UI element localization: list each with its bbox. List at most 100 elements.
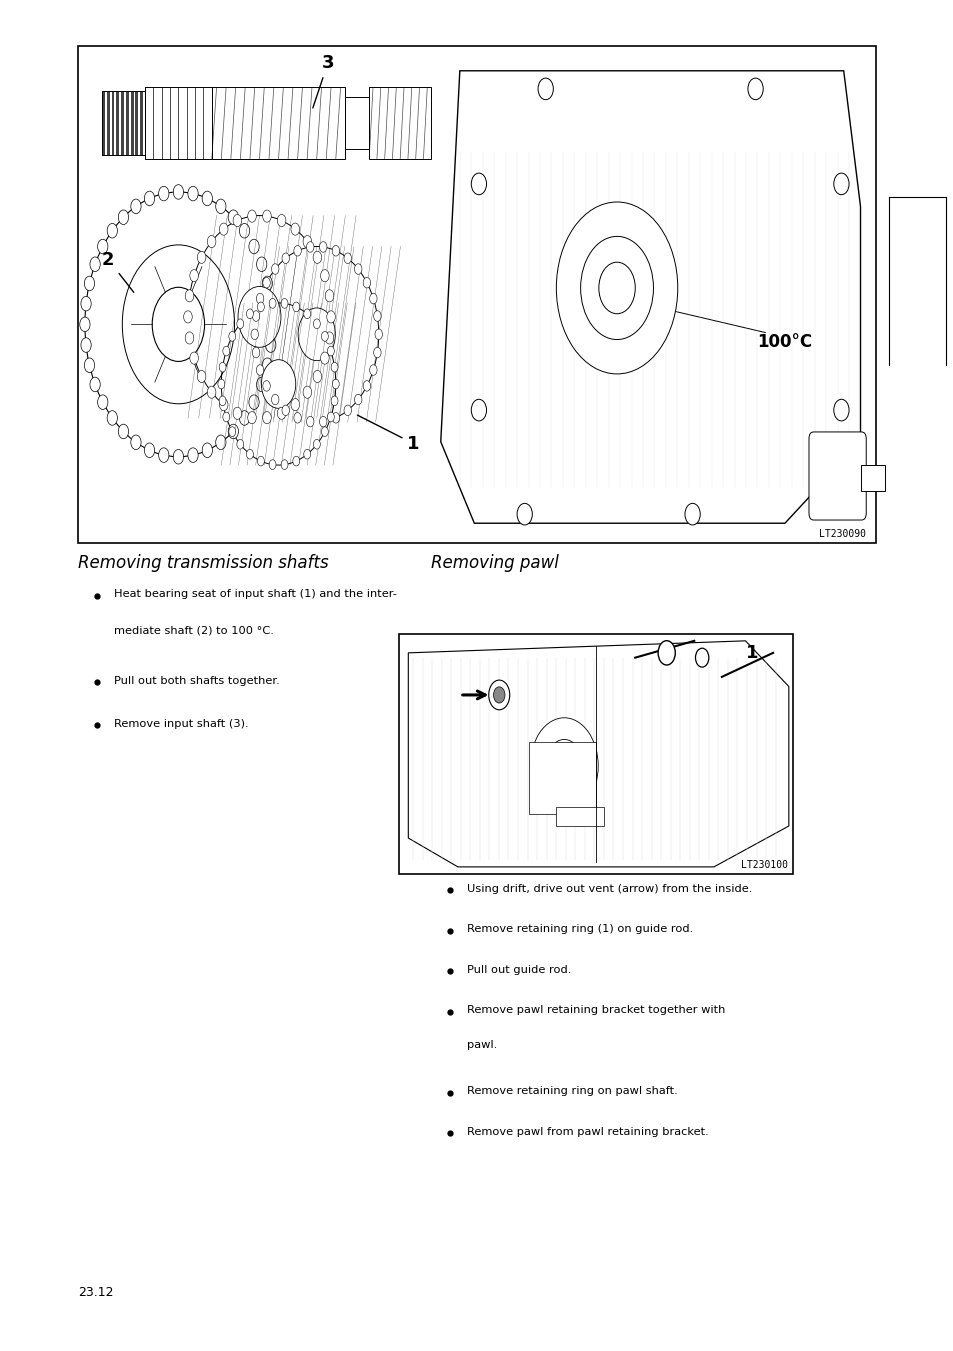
Bar bbox=[140, 91, 143, 155]
Circle shape bbox=[249, 394, 259, 409]
Circle shape bbox=[297, 308, 335, 361]
Circle shape bbox=[173, 450, 183, 463]
Text: Remove pawl retaining bracket together with: Remove pawl retaining bracket together w… bbox=[467, 1005, 725, 1015]
Bar bbox=[212, 88, 345, 158]
Circle shape bbox=[493, 686, 504, 703]
Circle shape bbox=[229, 331, 235, 342]
Circle shape bbox=[188, 216, 331, 419]
Circle shape bbox=[331, 362, 337, 372]
Circle shape bbox=[85, 192, 272, 457]
Circle shape bbox=[263, 277, 270, 288]
Circle shape bbox=[369, 365, 376, 376]
Circle shape bbox=[90, 257, 100, 272]
Circle shape bbox=[332, 412, 339, 423]
Circle shape bbox=[84, 358, 94, 373]
Circle shape bbox=[261, 359, 295, 408]
Bar bbox=[102, 91, 145, 155]
Circle shape bbox=[303, 386, 312, 399]
Circle shape bbox=[249, 239, 259, 254]
Circle shape bbox=[314, 439, 320, 449]
Bar bbox=[126, 91, 129, 155]
Bar bbox=[102, 91, 105, 155]
Circle shape bbox=[190, 270, 198, 282]
Circle shape bbox=[327, 412, 334, 422]
Circle shape bbox=[246, 450, 253, 459]
Circle shape bbox=[291, 399, 299, 411]
Circle shape bbox=[257, 303, 264, 312]
Circle shape bbox=[223, 346, 230, 355]
Circle shape bbox=[321, 427, 328, 436]
Circle shape bbox=[658, 640, 675, 665]
Circle shape bbox=[281, 459, 288, 470]
Circle shape bbox=[219, 399, 228, 411]
Circle shape bbox=[355, 394, 361, 405]
Circle shape bbox=[263, 381, 270, 392]
Circle shape bbox=[246, 309, 253, 319]
Circle shape bbox=[256, 377, 267, 392]
Circle shape bbox=[517, 504, 532, 526]
Circle shape bbox=[158, 186, 169, 201]
Circle shape bbox=[97, 239, 108, 254]
Circle shape bbox=[228, 209, 238, 224]
Circle shape bbox=[97, 394, 108, 409]
Circle shape bbox=[173, 185, 183, 199]
Circle shape bbox=[331, 396, 337, 405]
Bar bbox=[107, 91, 110, 155]
Circle shape bbox=[265, 296, 275, 311]
Circle shape bbox=[257, 457, 264, 466]
Text: pawl.: pawl. bbox=[467, 1040, 497, 1050]
Circle shape bbox=[233, 407, 241, 419]
Circle shape bbox=[215, 435, 226, 450]
Circle shape bbox=[277, 215, 286, 227]
Circle shape bbox=[236, 439, 243, 449]
Circle shape bbox=[269, 299, 275, 308]
Circle shape bbox=[291, 223, 299, 235]
Bar bbox=[398, 634, 792, 874]
Circle shape bbox=[256, 257, 267, 272]
Circle shape bbox=[256, 293, 264, 304]
Circle shape bbox=[219, 223, 228, 235]
Circle shape bbox=[256, 365, 264, 376]
Circle shape bbox=[355, 263, 361, 274]
Circle shape bbox=[319, 242, 327, 253]
Circle shape bbox=[363, 277, 370, 288]
Text: Heat bearing seat of input shaft (1) and the inter-: Heat bearing seat of input shaft (1) and… bbox=[114, 589, 397, 598]
Circle shape bbox=[545, 739, 582, 792]
Circle shape bbox=[293, 303, 299, 312]
Circle shape bbox=[267, 317, 276, 331]
Circle shape bbox=[219, 396, 226, 405]
Text: Remove retaining ring on pawl shaft.: Remove retaining ring on pawl shaft. bbox=[467, 1086, 678, 1096]
Circle shape bbox=[188, 447, 198, 462]
Text: LT230100: LT230100 bbox=[740, 861, 787, 870]
Circle shape bbox=[319, 416, 327, 427]
Bar bbox=[112, 91, 114, 155]
Circle shape bbox=[833, 400, 848, 422]
Circle shape bbox=[80, 317, 90, 331]
Text: 23.12: 23.12 bbox=[78, 1286, 113, 1300]
Circle shape bbox=[684, 504, 700, 526]
Circle shape bbox=[272, 394, 278, 405]
Text: Removing pawl: Removing pawl bbox=[431, 554, 558, 571]
Circle shape bbox=[265, 338, 275, 353]
Text: Remove retaining ring (1) on guide rod.: Remove retaining ring (1) on guide rod. bbox=[467, 924, 693, 934]
Circle shape bbox=[344, 405, 351, 416]
Circle shape bbox=[221, 303, 335, 465]
Circle shape bbox=[90, 377, 100, 392]
Circle shape bbox=[326, 311, 335, 323]
Text: Pull out both shafts together.: Pull out both shafts together. bbox=[114, 676, 280, 685]
Circle shape bbox=[293, 457, 299, 466]
Circle shape bbox=[223, 412, 230, 422]
Circle shape bbox=[580, 236, 653, 339]
Circle shape bbox=[313, 370, 321, 382]
Circle shape bbox=[374, 311, 380, 322]
Circle shape bbox=[833, 173, 848, 195]
Circle shape bbox=[294, 246, 301, 257]
Circle shape bbox=[84, 276, 94, 290]
Circle shape bbox=[332, 246, 339, 257]
Circle shape bbox=[158, 447, 169, 462]
Circle shape bbox=[185, 332, 193, 345]
Bar bbox=[78, 46, 875, 543]
Circle shape bbox=[197, 251, 206, 263]
Circle shape bbox=[185, 289, 193, 301]
Circle shape bbox=[233, 215, 241, 227]
